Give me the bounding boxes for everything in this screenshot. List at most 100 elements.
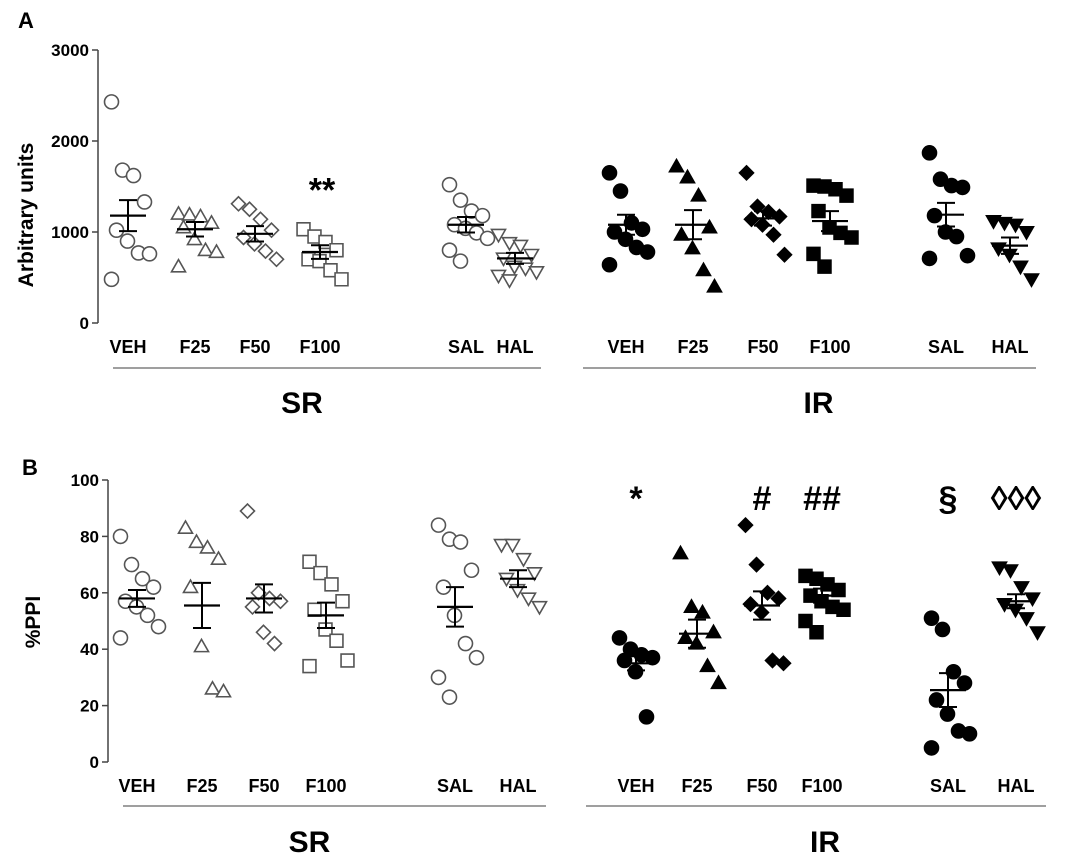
data-point [501, 236, 518, 252]
data-point [186, 230, 203, 246]
data-point [210, 550, 227, 566]
significance-annotation: * [629, 480, 643, 518]
y-axis-label: %PPI [22, 596, 45, 649]
data-point [764, 652, 781, 669]
data-point [329, 633, 344, 648]
y-tick-label: 40 [80, 640, 99, 659]
data-point [112, 528, 129, 545]
data-point [710, 674, 727, 690]
group-label: SR [281, 387, 323, 420]
data-point [811, 203, 826, 219]
data-point [136, 194, 153, 210]
data-point [996, 216, 1013, 232]
data-point [493, 538, 510, 554]
y-tick-label: 20 [80, 697, 99, 716]
category-label: F50 [747, 337, 778, 357]
data-point [103, 94, 120, 110]
data-point [112, 630, 129, 646]
data-point [479, 230, 496, 247]
y-tick-label: 1000 [51, 223, 89, 242]
data-point [150, 618, 167, 635]
category-label: F25 [186, 776, 217, 796]
data-point [215, 682, 232, 698]
category-label: F50 [239, 337, 270, 357]
data-point [921, 145, 938, 161]
data-point [939, 706, 956, 722]
data-point [272, 593, 289, 610]
data-point [335, 594, 350, 609]
data-point [923, 740, 940, 756]
data-point [501, 274, 518, 289]
data-point [468, 649, 485, 666]
data-point [204, 680, 221, 695]
data-point [512, 239, 529, 255]
data-point [103, 271, 120, 288]
data-point [991, 561, 1008, 577]
y-tick-label: 80 [80, 527, 99, 546]
data-point [520, 592, 537, 608]
group-label: IR [804, 387, 834, 420]
category-label: SAL [930, 776, 966, 796]
data-point [961, 725, 978, 742]
data-point [679, 168, 696, 184]
data-point [230, 195, 247, 212]
data-point [334, 272, 349, 287]
category-label: VEH [118, 776, 155, 796]
data-point [690, 186, 707, 202]
data-point [672, 544, 689, 560]
data-point [694, 603, 711, 619]
data-point [1018, 612, 1035, 627]
category-label: VEH [607, 337, 644, 357]
data-point [923, 610, 940, 626]
data-point [188, 533, 205, 549]
y-axis-label: Arbitrary units [15, 143, 38, 288]
data-point [119, 233, 136, 249]
data-point [170, 205, 187, 220]
data-point [677, 629, 694, 644]
y-tick-label: 2000 [51, 132, 89, 151]
y-tick-label: 0 [80, 314, 89, 333]
panel-letter: A [18, 8, 34, 33]
group-label: IR [810, 826, 840, 856]
category-label: F100 [305, 776, 346, 796]
category-label: HAL [998, 776, 1035, 796]
data-point [268, 251, 285, 268]
data-point [329, 242, 344, 258]
data-point [441, 242, 458, 258]
significance-annotation: ** [309, 171, 336, 209]
data-point [742, 595, 759, 613]
data-point [134, 570, 151, 587]
data-point [504, 538, 521, 554]
data-point [199, 539, 216, 554]
data-point [699, 657, 716, 673]
data-point [266, 635, 283, 652]
data-point [1013, 581, 1030, 596]
data-point [139, 607, 156, 624]
data-point [806, 246, 821, 262]
y-tick-label: 3000 [51, 41, 89, 60]
data-point [668, 157, 685, 173]
category-label: SAL [437, 776, 473, 796]
data-point [528, 265, 545, 281]
data-point [452, 253, 469, 269]
data-point [1018, 225, 1035, 241]
data-point [263, 222, 280, 239]
data-point [776, 246, 793, 263]
data-point [695, 261, 712, 277]
data-point [203, 214, 220, 229]
data-point [208, 243, 225, 259]
category-label: F25 [677, 337, 708, 357]
data-point [239, 502, 256, 520]
data-point [1012, 260, 1029, 276]
significance-annotation: # [753, 480, 772, 518]
data-point [324, 577, 339, 592]
data-point [1002, 564, 1019, 579]
category-label: HAL [500, 776, 537, 796]
data-point [192, 207, 209, 223]
data-point [452, 192, 469, 208]
category-label: VEH [617, 776, 654, 796]
data-point [601, 165, 618, 181]
category-label: F25 [179, 337, 210, 357]
data-point [839, 188, 854, 203]
